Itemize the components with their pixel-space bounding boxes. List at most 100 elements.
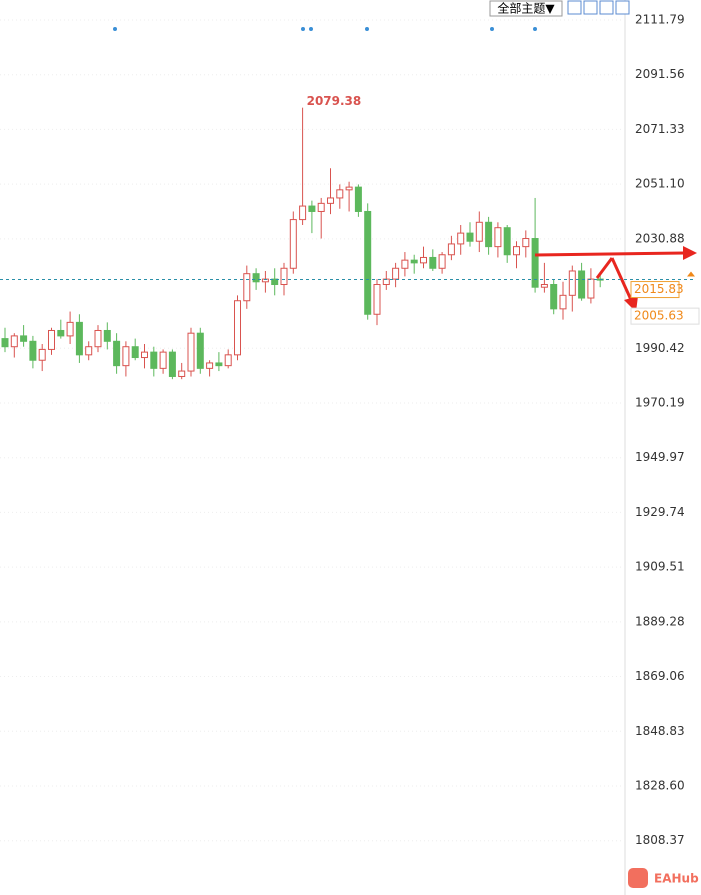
candle-body — [485, 221, 493, 248]
candle-body — [234, 300, 241, 356]
candle-body — [271, 278, 279, 286]
candle-body — [494, 227, 502, 248]
candle-body — [401, 259, 409, 269]
y-tick-label: 1909.51 — [635, 560, 685, 574]
candle-body — [475, 221, 483, 242]
candle-body — [103, 329, 111, 342]
candle-body — [410, 259, 418, 264]
candle-body — [438, 254, 446, 269]
tool-icon[interactable] — [583, 0, 598, 15]
y-tick-label: 1828.60 — [635, 778, 685, 792]
y-tick-label: 2091.56 — [635, 67, 685, 81]
candle-body — [66, 321, 74, 337]
candle-body — [10, 335, 18, 348]
candle-body — [243, 273, 251, 302]
candle-body — [196, 332, 204, 369]
candle-body — [336, 189, 344, 199]
plot: 2079.38 — [0, 19, 625, 842]
candle-body — [131, 346, 139, 359]
event-dot[interactable] — [533, 27, 537, 31]
toolbar: 全部主题▼ — [489, 0, 630, 17]
candle-body — [578, 270, 586, 299]
theme-button[interactable]: 全部主题▼ — [497, 1, 555, 16]
candle-body — [113, 340, 121, 367]
candle-body — [1, 338, 9, 348]
event-dot[interactable] — [301, 27, 305, 31]
candle-body — [447, 243, 455, 256]
candle-body — [587, 278, 595, 299]
candle-body — [280, 267, 288, 286]
candle-body — [540, 284, 548, 288]
candle-body — [513, 246, 520, 256]
y-tick-label: 1848.83 — [635, 724, 685, 738]
candle-body — [187, 332, 195, 372]
y-tick-label: 1808.37 — [635, 833, 685, 847]
theme-button-box[interactable] — [489, 0, 563, 17]
candle-body — [568, 270, 576, 296]
candle-body — [503, 227, 511, 256]
candle-body — [85, 346, 93, 356]
event-dot[interactable] — [113, 27, 117, 31]
event-dot[interactable] — [490, 27, 494, 31]
candle-body — [38, 348, 46, 361]
y-tick-label: 2111.79 — [635, 12, 685, 26]
candle-body — [392, 267, 400, 280]
current-price-label: 2015.83 — [634, 282, 684, 296]
candle-body — [141, 351, 148, 359]
tool-icon[interactable] — [599, 0, 614, 15]
tool-icon[interactable] — [615, 0, 630, 15]
candle-body — [522, 238, 530, 248]
candle-body — [29, 340, 37, 361]
candle-body — [122, 346, 130, 367]
candle-body — [57, 329, 65, 337]
candle-body — [550, 284, 558, 310]
candle-body — [317, 202, 325, 212]
target-price-label: 2005.63 — [634, 309, 684, 323]
current-price-marker — [687, 271, 695, 277]
current-price-box — [630, 281, 680, 299]
tool-icon[interactable] — [567, 0, 582, 15]
y-tick-label: 1970.19 — [635, 396, 685, 410]
y-tick-label: 2030.88 — [635, 231, 685, 245]
watermark: EAHub — [628, 868, 699, 888]
candle-body — [178, 370, 186, 377]
y-tick-label: 2051.10 — [635, 177, 685, 191]
candle-body — [420, 256, 427, 264]
candle-body — [252, 273, 260, 283]
high-label: 2079.38 — [307, 94, 362, 108]
candle-body — [289, 219, 297, 269]
candle-body — [308, 205, 316, 212]
candle-body — [531, 238, 539, 288]
watermark-text: EAHub — [654, 872, 699, 886]
candle-body — [373, 284, 381, 315]
candle-body — [215, 362, 223, 367]
annotation-arrows — [534, 246, 697, 312]
y-tick-label: 1869.06 — [635, 669, 685, 683]
y-tick-label: 1949.97 — [635, 450, 685, 464]
candle-body — [159, 351, 167, 369]
y-tick-label: 1889.28 — [635, 614, 685, 628]
candle-body — [327, 197, 334, 204]
y-tick-label: 1929.74 — [635, 505, 685, 519]
candle-body — [354, 186, 362, 212]
candle-body — [466, 232, 474, 242]
candle-body — [345, 186, 353, 191]
candle-body — [75, 321, 83, 356]
candle-body — [429, 256, 437, 269]
candle-body — [48, 329, 55, 350]
candle-body — [364, 210, 372, 315]
candle-body — [94, 329, 102, 348]
event-markers — [113, 27, 537, 31]
candle-body — [224, 354, 232, 367]
y-tick-label: 1990.42 — [635, 341, 685, 355]
y-tick-label: 2071.33 — [635, 122, 685, 136]
target-price-box — [630, 307, 700, 325]
candle-body — [150, 351, 158, 369]
candle-body — [20, 335, 28, 342]
event-dot[interactable] — [365, 27, 369, 31]
candle-body — [559, 294, 567, 310]
candle-body — [168, 351, 176, 377]
event-dot[interactable] — [309, 27, 313, 31]
